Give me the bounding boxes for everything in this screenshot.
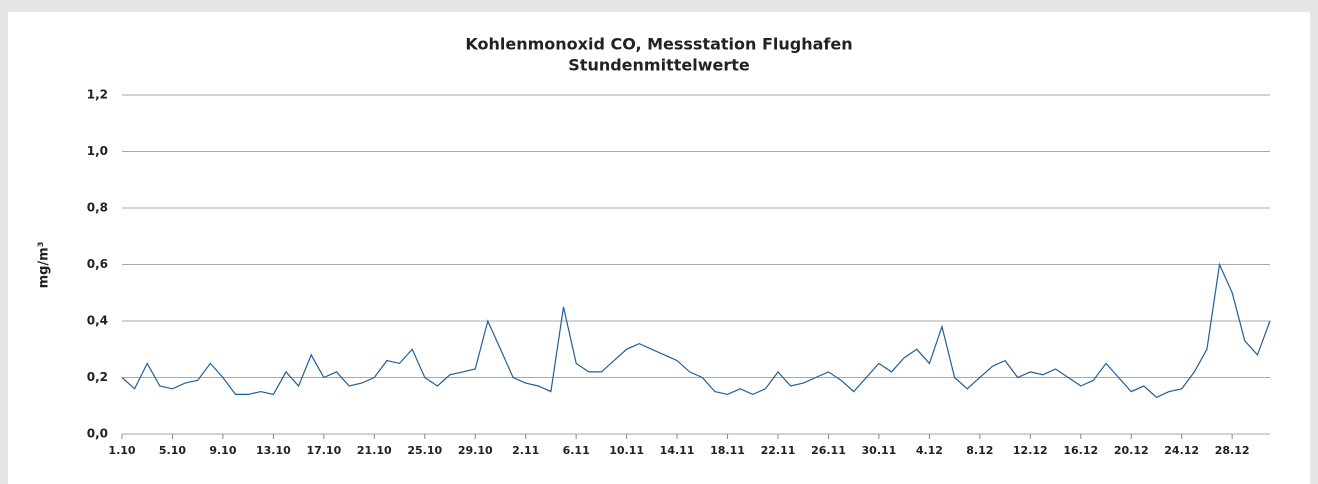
x-tick-label: 6.11 xyxy=(563,444,590,457)
chart-subtitle: Stundenmittelwerte xyxy=(568,56,750,75)
y-tick-label: 0,4 xyxy=(87,314,108,328)
x-tick-label: 10.11 xyxy=(609,444,644,457)
x-tick-label: 16.12 xyxy=(1063,444,1098,457)
x-tick-label: 28.12 xyxy=(1215,444,1250,457)
data-line xyxy=(121,262,1271,399)
x-tick-label: 1.10 xyxy=(108,444,135,457)
x-tick-label: 12.12 xyxy=(1013,444,1048,457)
x-tick-label: 14.11 xyxy=(660,444,695,457)
x-tick-label: 26.11 xyxy=(811,444,846,457)
x-tick-label: 9.10 xyxy=(209,444,236,457)
x-tick-label: 17.10 xyxy=(306,444,341,457)
x-tick-label: 4.12 xyxy=(916,444,943,457)
y-tick-label: 1,2 xyxy=(87,88,108,102)
chart-title: Kohlenmonoxid CO, Messstation Flughafen xyxy=(465,35,852,54)
y-tick-label: 0,8 xyxy=(87,201,108,215)
x-tick-label: 8.12 xyxy=(966,444,993,457)
x-tick-label: 20.12 xyxy=(1114,444,1149,457)
x-tick-label: 13.10 xyxy=(256,444,291,457)
x-tick-label: 29.10 xyxy=(458,444,493,457)
x-tick-label: 30.11 xyxy=(862,444,897,457)
x-tick-label: 22.11 xyxy=(761,444,796,457)
x-tick-label: 18.11 xyxy=(710,444,745,457)
y-tick-label: 1,0 xyxy=(87,144,108,158)
y-axis-label: mg/m³ xyxy=(37,242,52,289)
y-tick-label: 0,0 xyxy=(87,427,108,441)
x-tick-label: 24.12 xyxy=(1164,444,1199,457)
panel xyxy=(8,12,1310,484)
x-tick-label: 25.10 xyxy=(407,444,442,457)
x-tick-label: 2.11 xyxy=(512,444,539,457)
x-tick-label: 21.10 xyxy=(357,444,392,457)
x-tick-label: 5.10 xyxy=(159,444,186,457)
y-tick-label: 0,2 xyxy=(87,370,108,384)
y-tick-label: 0,6 xyxy=(87,257,108,271)
